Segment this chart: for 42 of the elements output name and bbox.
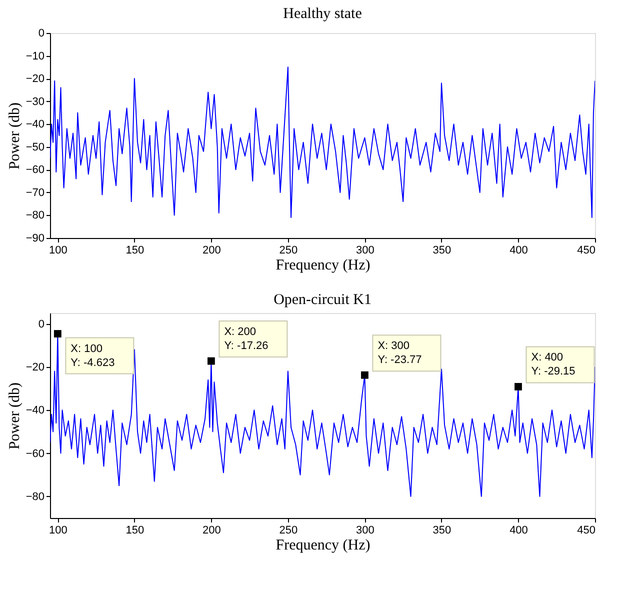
line-series xyxy=(50,66,595,218)
y-tick-label: −30 xyxy=(26,96,44,108)
x-tick-label: 450 xyxy=(577,244,596,256)
y-tick-label: −80 xyxy=(26,210,44,222)
y-tick-label: −20 xyxy=(26,73,44,86)
y-tick-label: −80 xyxy=(26,490,44,503)
annotation: X: 100 Y: -4.623 xyxy=(70,342,115,369)
x-tick-label: 250 xyxy=(279,244,298,256)
annotation: X: 300 Y: -23.77 xyxy=(378,340,422,366)
x-tick-label: 250 xyxy=(279,524,298,536)
y-tick-label: −10 xyxy=(26,50,44,62)
y-tick-label: 0 xyxy=(38,28,44,40)
y-tick-label: −40 xyxy=(26,118,44,131)
x-tick-label: 400 xyxy=(510,524,528,536)
y-axis-title: Power (db) xyxy=(6,102,23,170)
x-tick-label: 200 xyxy=(202,244,221,256)
x-tick-label: 450 xyxy=(577,524,596,536)
chart-title: Open-circuit K1 xyxy=(274,292,372,308)
annotation: X: 400 Y: -29.15 xyxy=(531,352,576,378)
x-tick-label: 400 xyxy=(510,244,528,256)
x-tick-label: 100 xyxy=(48,524,68,536)
x-tick-label: 200 xyxy=(202,524,221,536)
x-tick-label: 300 xyxy=(356,244,374,256)
x-tick-label: 350 xyxy=(432,524,452,536)
y-tick-label: −20 xyxy=(26,361,44,374)
x-axis-title: Frequency (Hz) xyxy=(276,258,370,274)
x-tick-label: 300 xyxy=(356,524,374,536)
y-tick-label: −60 xyxy=(26,448,44,460)
annotation: X: 200 Y: -17.26 xyxy=(224,326,268,352)
y-tick-label: 0 xyxy=(38,318,44,330)
x-tick-label: 100 xyxy=(48,244,68,256)
x-axis-title: Frequency (Hz) xyxy=(276,538,370,554)
chart-title: Healthy state xyxy=(283,6,362,22)
y-tick-label: −50 xyxy=(26,141,44,154)
y-tick-label: −40 xyxy=(26,404,44,417)
x-tick-label: 150 xyxy=(126,244,144,256)
x-tick-label: 150 xyxy=(126,524,144,536)
y-tick-label: −60 xyxy=(26,164,44,176)
y-tick-label: −70 xyxy=(26,186,44,199)
y-tick-label: −90 xyxy=(26,232,44,244)
y-axis-title: Power (db) xyxy=(6,382,23,450)
x-tick-label: 350 xyxy=(432,244,452,256)
